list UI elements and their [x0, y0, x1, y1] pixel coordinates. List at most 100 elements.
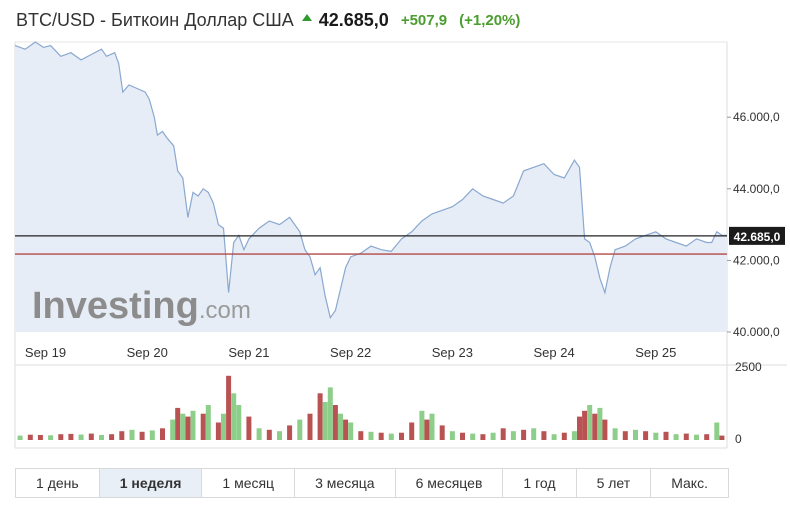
volume-bar-up	[149, 430, 155, 440]
volume-bar-up	[510, 431, 516, 440]
volume-bar-up	[180, 413, 186, 440]
volume-bar-up	[429, 413, 435, 440]
last-price: 42.685,0	[318, 9, 389, 30]
volume-bar-down	[307, 413, 313, 440]
volume-bar-down	[577, 416, 582, 440]
volume-bar-up	[99, 435, 104, 440]
volume-bar-up	[587, 405, 593, 440]
volume-bar-down	[88, 433, 94, 440]
volume-bar-up	[205, 405, 211, 440]
volume-bar-up	[490, 432, 496, 440]
volume-bar-up	[348, 422, 354, 440]
volume-bar-up	[129, 429, 135, 440]
y-tick-label: 42.000,0	[733, 253, 780, 267]
x-tick-label: Sep 20	[127, 345, 168, 360]
volume-bar-down	[704, 434, 710, 440]
volume-bar-up	[190, 410, 196, 440]
volume-bar-down	[582, 410, 588, 440]
volume-bar-up	[338, 413, 343, 440]
volume-bar-down	[424, 419, 430, 440]
timeframe-tab[interactable]: 1 день	[16, 469, 100, 497]
instrument-name: BTC/USD - Биткоин Доллар США	[16, 9, 294, 30]
timeframe-tab[interactable]: 1 неделя	[99, 469, 203, 497]
volume-bar-up	[714, 422, 720, 440]
volume-bar-down	[592, 413, 598, 440]
volume-bar-up	[322, 402, 328, 440]
volume-bar-up	[633, 429, 638, 440]
volume-bar-down	[719, 435, 725, 440]
x-tick-label: Sep 24	[533, 345, 574, 360]
volume-bar-up	[419, 410, 425, 440]
price-change: +507,9	[400, 11, 448, 29]
current-price-label: 42.685,0	[734, 230, 781, 244]
volume-bar-up	[612, 428, 618, 440]
watermark-suffix: .com	[199, 297, 251, 324]
volume-bar-up	[694, 434, 699, 440]
timeframe-tab[interactable]: Макс.	[671, 475, 708, 491]
volume-bar-up	[17, 435, 23, 440]
volume-bar-down	[266, 429, 272, 440]
volume-min-label: 0	[735, 432, 742, 446]
volume-bar-up	[297, 419, 303, 440]
volume-bar-down	[119, 431, 125, 440]
timeframe-tab[interactable]: 6 месяцев	[396, 469, 504, 497]
x-tick-label: Sep 23	[432, 345, 473, 360]
investing-watermark: Investing.com	[32, 285, 251, 327]
volume-bar-down	[409, 422, 415, 440]
volume-bar-up	[571, 431, 577, 440]
timeframe-tabs: 1 день 1 неделя 1 месяц 3 месяца 6 месяцев 1 …	[15, 468, 729, 498]
watermark-brand: Investing	[32, 285, 199, 327]
volume-bar-down	[460, 432, 465, 440]
volume-bar-up	[653, 432, 659, 440]
volume-bar-up	[327, 387, 333, 440]
volume-bar-up	[551, 434, 557, 440]
volume-bar-down	[500, 428, 506, 440]
timeframe-tab[interactable]: 5 лет	[577, 469, 652, 497]
volume-bar-up	[221, 413, 226, 440]
volume-bar-up	[256, 428, 262, 440]
volume-bar-up	[470, 433, 476, 440]
x-tick-label: Sep 22	[330, 345, 371, 360]
volume-bar-up	[368, 431, 374, 440]
volume-bar-up	[673, 434, 679, 440]
volume-bar-down	[663, 431, 669, 440]
volume-bar-down	[683, 433, 689, 440]
volume-bar-up	[388, 433, 394, 440]
volume-bar-down	[139, 431, 145, 440]
volume-bar-down	[317, 393, 323, 440]
timeframe-tab[interactable]: 3 месяца	[295, 469, 396, 497]
volume-bar-down	[561, 432, 567, 440]
volume-bar-down	[399, 432, 404, 440]
volume-bar-up	[449, 431, 455, 440]
volume-bar-down	[215, 422, 221, 440]
volume-bar-up	[597, 407, 603, 440]
volume-bar-up	[531, 428, 537, 440]
volume-bar-down	[246, 416, 252, 440]
volume-bar-down	[37, 435, 43, 440]
volume-bar-down	[521, 429, 527, 440]
volume-bar-down	[480, 434, 486, 440]
volume-bar-down	[226, 375, 232, 440]
y-tick-label: 40.000,0	[733, 325, 780, 339]
price-line	[14, 41, 727, 320]
volume-bar-down	[160, 428, 165, 440]
timeframe-tab[interactable]: 1 год	[503, 469, 577, 497]
current-price-badge	[729, 226, 785, 245]
x-tick-label: Sep 25	[635, 345, 676, 360]
volume-bar-down	[643, 431, 649, 440]
volume-bar-up	[277, 431, 282, 440]
volume-bar-up	[236, 405, 242, 440]
volume-bar-down	[622, 431, 628, 440]
up-arrow-icon	[301, 13, 312, 21]
timeframe-tab[interactable]: 1 месяц	[202, 469, 296, 497]
volume-bar-down	[58, 434, 64, 440]
volume-bar-down	[332, 405, 338, 440]
volume-bar-down	[175, 407, 181, 440]
quote-header: BTC/USD - Биткоин Доллар США 42.685,0 +5…	[16, 8, 520, 32]
volume-bar-down	[358, 431, 364, 440]
price-area	[15, 42, 727, 332]
x-tick-label: Sep 21	[228, 345, 269, 360]
y-tick-label: 46.000,0	[733, 110, 780, 124]
volume-bar-down	[200, 413, 206, 440]
volume-bar-down	[541, 431, 547, 440]
